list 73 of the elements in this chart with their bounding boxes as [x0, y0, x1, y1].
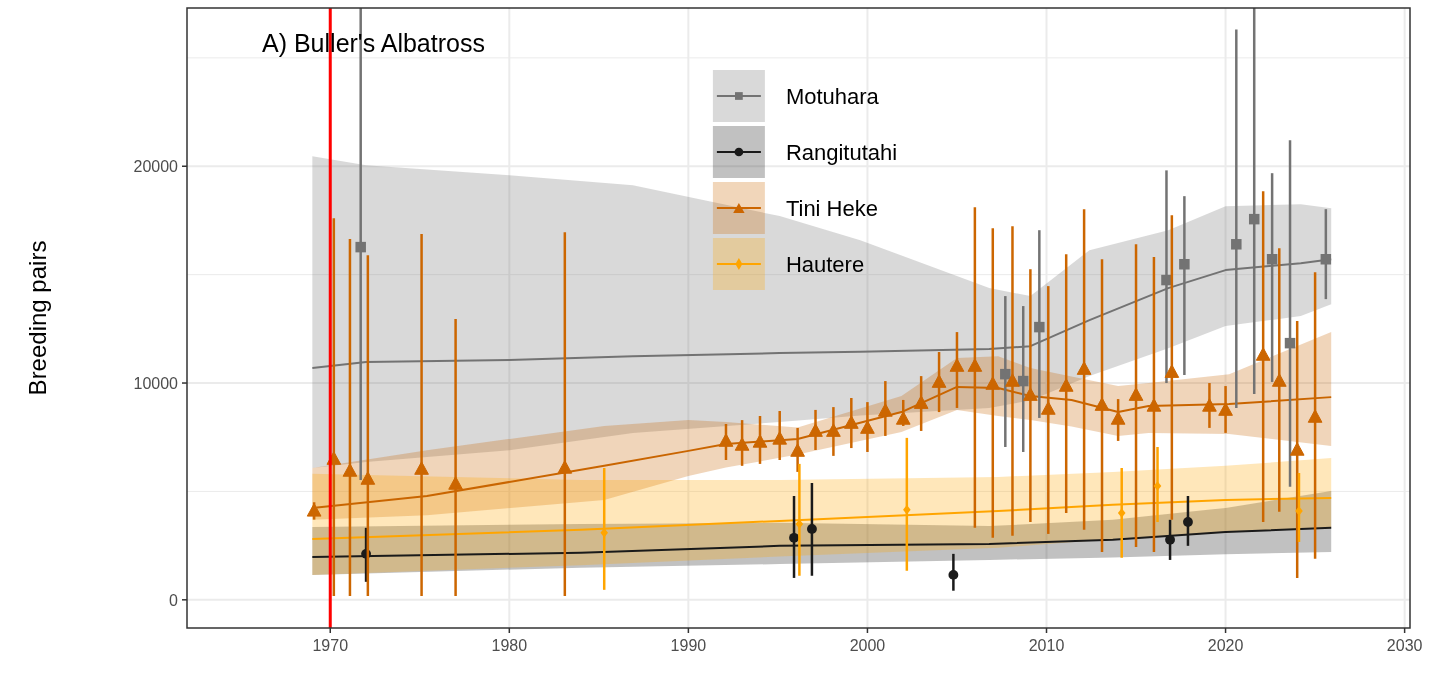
point [600, 528, 609, 538]
legend-label: Tini Heke [785, 196, 878, 221]
point [1164, 364, 1180, 378]
point [903, 505, 911, 515]
point [843, 415, 859, 429]
y-axis-title: Breeding pairs [24, 240, 51, 396]
point [895, 411, 911, 425]
point [1153, 481, 1162, 491]
point [1320, 254, 1332, 265]
point [1110, 411, 1126, 425]
x-tick-label: 1980 [491, 637, 528, 654]
point [790, 443, 805, 457]
point [752, 434, 768, 448]
point [1307, 409, 1323, 423]
point [1266, 254, 1278, 265]
point [949, 358, 965, 372]
point [1094, 397, 1110, 411]
point [1218, 402, 1233, 416]
point [1040, 401, 1056, 415]
x-tick-label: 2010 [1028, 637, 1065, 654]
point [967, 358, 983, 372]
legend-label: Motuhara [785, 84, 880, 109]
point [789, 532, 799, 543]
x-tick-label: 1970 [312, 637, 349, 654]
point [1248, 213, 1260, 225]
y-tick-label: 0 [169, 591, 179, 609]
point [718, 433, 734, 447]
x-tick-label: 1990 [670, 637, 707, 654]
point [1202, 398, 1217, 412]
point [448, 476, 463, 490]
point [1161, 274, 1172, 286]
point [807, 524, 817, 534]
point [414, 461, 429, 475]
point [342, 463, 358, 477]
point [931, 374, 947, 388]
point [1146, 398, 1162, 412]
point [826, 423, 841, 437]
point [1289, 442, 1305, 456]
point [557, 460, 573, 474]
point [1255, 347, 1271, 361]
point [1117, 508, 1126, 518]
point [1128, 387, 1144, 401]
point [734, 437, 750, 451]
point [985, 376, 1001, 390]
point [1058, 378, 1074, 392]
point [1076, 361, 1092, 375]
x-tick-label: 2020 [1207, 637, 1244, 654]
x-tick-label: 2000 [849, 637, 886, 654]
x-tick-label: 2030 [1386, 637, 1423, 654]
point [360, 471, 376, 485]
point [306, 503, 322, 517]
point [1179, 258, 1190, 270]
point [1005, 373, 1020, 387]
point [808, 423, 823, 437]
point [1165, 534, 1175, 545]
legend-label: Hautere [785, 252, 865, 277]
point [1183, 517, 1193, 527]
point [860, 420, 875, 434]
y-tick-label: 10000 [133, 375, 179, 393]
legend-label: Rangitutahi [785, 140, 898, 165]
y-tick-label: 20000 [133, 158, 179, 176]
point [1284, 337, 1296, 349]
point [772, 431, 788, 445]
point [913, 395, 929, 409]
point [1023, 387, 1038, 401]
point [948, 569, 959, 580]
point [1231, 239, 1242, 250]
point [355, 241, 366, 253]
point [1271, 373, 1287, 387]
point [878, 403, 893, 417]
point [1295, 506, 1303, 516]
point [1000, 368, 1011, 380]
point [1034, 321, 1045, 333]
